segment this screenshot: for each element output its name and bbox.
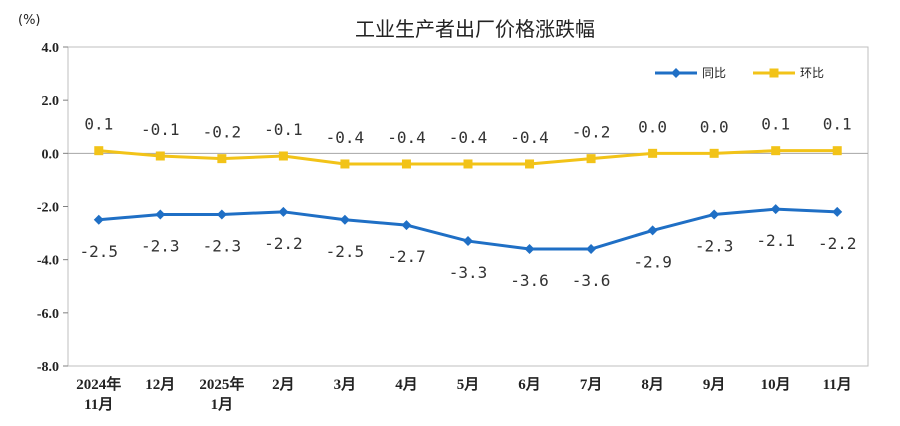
legend-marker <box>671 68 681 78</box>
y-tick-label: 0.0 <box>42 147 60 162</box>
data-point <box>463 159 473 169</box>
data-point <box>586 244 597 255</box>
x-tick-label: 7月 <box>580 376 603 393</box>
data-point <box>524 244 535 255</box>
data-label: -3.6 <box>510 271 549 290</box>
x-tick-label: 5月 <box>457 376 480 393</box>
data-label: 0.1 <box>761 115 790 134</box>
x-tick-label: 3月 <box>334 376 357 393</box>
data-point <box>525 159 535 169</box>
data-label: -0.2 <box>203 123 242 142</box>
data-label: -2.3 <box>203 236 242 255</box>
series-2: 0.1 -0.1 -0.2 -0.1 -0.4 -0.4 -0.4 -0.4 -0.2 0.0 0.… <box>84 115 852 169</box>
legend-label: 同比 <box>702 66 726 80</box>
data-label: -2.2 <box>818 234 857 253</box>
series-layer: -2.5 -2.3 -2.3 -2.2 -2.5 -2.7 -3.3 -3.6 -3.6 -2.9… <box>80 115 857 290</box>
data-point <box>155 151 165 161</box>
y-tick-label: 4.0 <box>42 41 60 56</box>
data-label: 0.1 <box>823 115 852 134</box>
data-point <box>832 146 842 156</box>
data-label: 0.1 <box>84 115 113 134</box>
x-tick-label: 8月 <box>641 376 664 393</box>
data-label: -2.7 <box>387 247 426 266</box>
data-point <box>94 146 104 156</box>
x-tick-label: 2024年 11月 <box>76 375 121 413</box>
x-tick-label: 6月 <box>518 376 541 393</box>
data-label: 0.0 <box>638 117 667 136</box>
data-point <box>771 146 781 156</box>
data-point <box>401 159 411 169</box>
plot-border <box>67 46 869 367</box>
data-point <box>586 154 596 164</box>
x-tick-label: 2月 <box>272 376 295 393</box>
data-label: -2.9 <box>633 252 672 271</box>
data-label: -2.2 <box>264 234 303 253</box>
data-label: -0.4 <box>510 128 549 147</box>
data-point <box>340 159 350 169</box>
data-label: -0.2 <box>572 123 611 142</box>
data-label: -2.5 <box>326 242 365 261</box>
data-label: -2.1 <box>756 231 795 250</box>
data-point <box>709 148 719 158</box>
data-point <box>770 204 781 215</box>
chart-title: 工业生产者出厂价格涨跌幅 <box>355 17 595 41</box>
y-tick-label: -8.0 <box>37 360 59 375</box>
data-label: -0.4 <box>326 128 365 147</box>
data-point <box>217 154 227 164</box>
data-point <box>463 236 473 247</box>
y-axis-ticks: 4.0 2.0 0.0 -2.0 -4.0 -6.0 -8.0 <box>37 41 68 375</box>
plot-area <box>67 46 869 367</box>
data-point <box>339 214 350 225</box>
data-point <box>647 225 658 236</box>
data-label: -0.4 <box>387 128 426 147</box>
x-axis-ticks: 2024年 11月 12月 2025年 1月 2月 3月 4月 5月 6月 7月 8月 9月 10月 11月 <box>76 375 852 413</box>
data-point <box>278 151 288 161</box>
data-label: -3.6 <box>572 271 611 290</box>
legend-label: 环比 <box>800 66 824 80</box>
y-tick-label: -2.0 <box>37 201 59 216</box>
y-unit-label: (%) <box>18 13 41 28</box>
legend-marker <box>769 68 779 78</box>
data-label: -3.3 <box>449 263 488 282</box>
y-tick-label: -4.0 <box>37 254 59 269</box>
data-label: -0.4 <box>449 128 488 147</box>
x-tick-label: 12月 <box>145 376 175 393</box>
x-tick-label: 2025年 1月 <box>199 375 244 413</box>
x-tick-label: 4月 <box>395 376 418 393</box>
data-point <box>401 220 412 231</box>
data-point <box>709 209 720 220</box>
series-1: -2.5 -2.3 -2.3 -2.2 -2.5 -2.7 -3.3 -3.6 -3.6 -2.9… <box>80 204 857 290</box>
y-tick-label: 2.0 <box>42 94 60 109</box>
data-label: 0.0 <box>700 117 729 136</box>
data-point <box>278 206 289 217</box>
data-point <box>93 214 104 225</box>
x-tick-label: 11月 <box>823 376 852 393</box>
legend: 同比 环比 <box>655 66 824 80</box>
data-point <box>832 206 843 217</box>
data-label: -0.1 <box>264 120 303 139</box>
data-point <box>648 148 658 158</box>
data-point <box>155 209 166 220</box>
data-point <box>216 209 227 220</box>
x-tick-label: 9月 <box>703 376 726 393</box>
y-tick-label: -6.0 <box>37 307 59 322</box>
data-label: -2.3 <box>141 236 180 255</box>
data-label: -2.5 <box>80 242 119 261</box>
data-label: -2.3 <box>695 236 734 255</box>
x-tick-label: 10月 <box>761 376 791 393</box>
data-label: -0.1 <box>141 120 180 139</box>
